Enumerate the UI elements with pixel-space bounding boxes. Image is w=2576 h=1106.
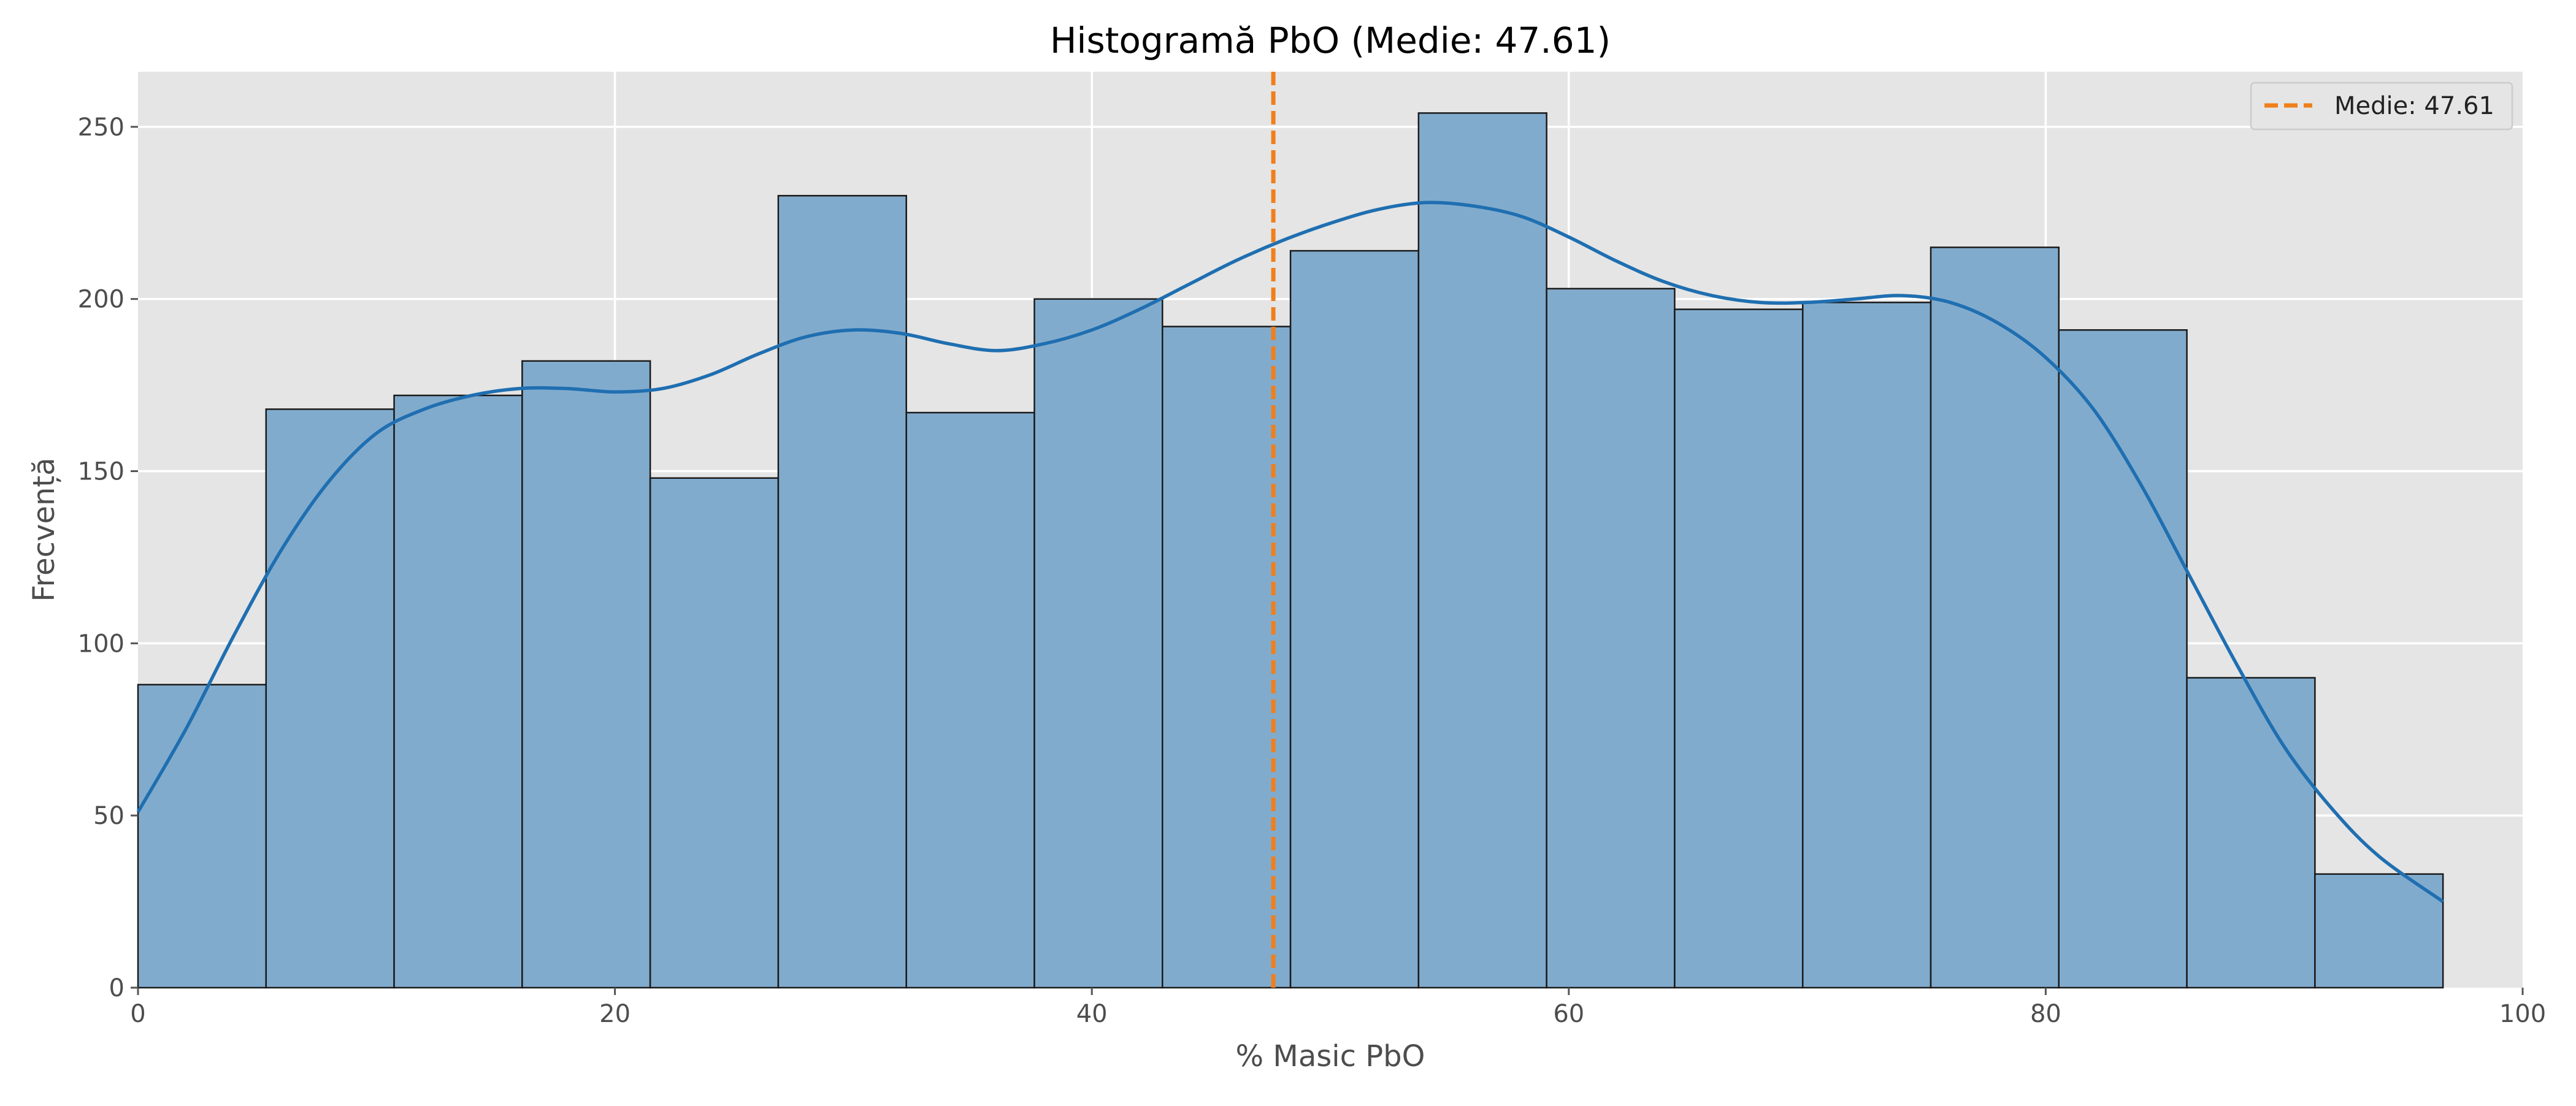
histogram-bar xyxy=(1930,246,2060,989)
x-tick-label: 60 xyxy=(1553,1000,1584,1028)
legend-mean-label: Medie: 47.61 xyxy=(2334,92,2494,120)
legend-box xyxy=(2250,82,2513,131)
y-tick-label: 0 xyxy=(109,974,125,1002)
y-axis-ticks: 0 50 100 150 200 250 xyxy=(78,113,138,1002)
x-tick-label: 0 xyxy=(130,1000,145,1028)
histogram-bar xyxy=(1801,302,1932,989)
x-tick-label: 80 xyxy=(2030,1000,2061,1028)
histogram-bar xyxy=(2186,677,2316,989)
y-tick-label: 200 xyxy=(78,286,125,314)
chart-title: Histogramă PbO (Medie: 47.61) xyxy=(1050,20,1611,61)
kde-line xyxy=(136,200,2444,903)
y-axis-label: Frecvență xyxy=(27,457,61,601)
x-axis-label: % Masic PbO xyxy=(1236,1039,1425,1074)
histogram-bar xyxy=(1674,308,1804,989)
y-tick-label: 250 xyxy=(78,113,125,142)
histogram-bar xyxy=(265,408,395,989)
histogram-bar xyxy=(1289,250,1420,989)
histogram-bars xyxy=(137,112,2444,989)
histogram-bar xyxy=(1546,288,1676,989)
histogram-bar xyxy=(905,411,1035,989)
x-tick-label: 100 xyxy=(2499,1000,2546,1028)
kde-curve xyxy=(136,200,2444,903)
y-tick-label: 150 xyxy=(78,458,125,486)
histogram-bar xyxy=(2314,873,2444,989)
x-axis-ticks: 0 20 40 60 80 100 xyxy=(130,988,2546,1028)
histogram-bar xyxy=(137,684,267,989)
y-tick-label: 50 xyxy=(93,802,125,830)
histogram-bar xyxy=(1162,326,1292,989)
x-tick-label: 40 xyxy=(1076,1000,1108,1028)
histogram-bar xyxy=(1417,112,1547,989)
legend: Medie: 47.61 xyxy=(2250,82,2513,131)
histogram-bar xyxy=(2058,329,2188,989)
y-tick-label: 100 xyxy=(78,630,125,658)
histogram-bar xyxy=(777,194,907,989)
histogram-bar xyxy=(649,477,780,989)
histogram-bar xyxy=(521,360,651,989)
x-tick-label: 20 xyxy=(599,1000,631,1028)
histogram-bar xyxy=(393,394,523,989)
histogram-bar xyxy=(1033,298,1163,989)
